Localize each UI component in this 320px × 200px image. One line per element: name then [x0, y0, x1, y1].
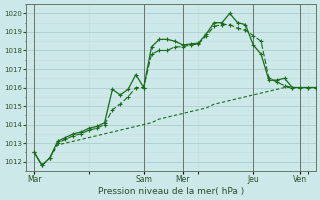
X-axis label: Pression niveau de la mer( hPa ): Pression niveau de la mer( hPa )	[98, 187, 244, 196]
